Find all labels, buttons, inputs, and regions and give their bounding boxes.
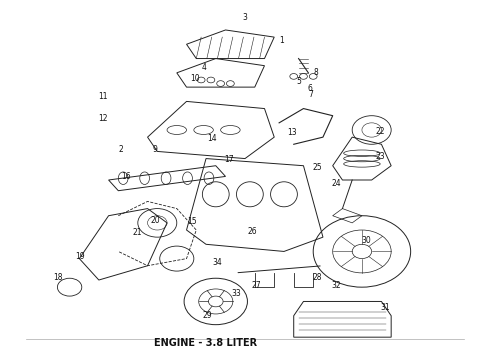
Text: 11: 11 [98, 91, 107, 100]
FancyArrowPatch shape [238, 266, 320, 273]
Text: 14: 14 [207, 134, 217, 143]
Text: 28: 28 [312, 273, 322, 282]
Text: 8: 8 [313, 68, 318, 77]
Text: 24: 24 [332, 179, 342, 188]
Text: 26: 26 [247, 227, 257, 236]
Text: 22: 22 [376, 127, 385, 136]
Text: 4: 4 [201, 63, 206, 72]
Text: 34: 34 [213, 258, 222, 267]
Text: 27: 27 [252, 281, 262, 290]
Text: 32: 32 [332, 281, 342, 290]
Text: 15: 15 [188, 217, 197, 226]
Text: 1: 1 [279, 36, 284, 45]
Text: 13: 13 [287, 128, 296, 137]
Text: 3: 3 [243, 13, 247, 22]
Text: 2: 2 [119, 145, 123, 154]
Text: 17: 17 [224, 155, 234, 164]
Text: 30: 30 [361, 236, 371, 245]
Text: 29: 29 [202, 311, 212, 320]
Text: ENGINE - 3.8 LITER: ENGINE - 3.8 LITER [154, 338, 258, 348]
Text: 5: 5 [296, 77, 301, 86]
Text: 20: 20 [150, 216, 160, 225]
Text: 23: 23 [376, 152, 385, 161]
Text: 21: 21 [132, 228, 142, 237]
Text: 10: 10 [191, 74, 200, 83]
Text: 18: 18 [53, 273, 63, 282]
Text: 9: 9 [152, 145, 157, 154]
Text: 16: 16 [121, 172, 130, 181]
Text: 31: 31 [381, 303, 390, 312]
Text: 33: 33 [231, 289, 241, 298]
Text: 6: 6 [308, 84, 313, 93]
Text: 12: 12 [98, 114, 107, 123]
Text: 7: 7 [308, 90, 313, 99]
Text: 19: 19 [75, 252, 85, 261]
Text: 25: 25 [312, 163, 322, 172]
